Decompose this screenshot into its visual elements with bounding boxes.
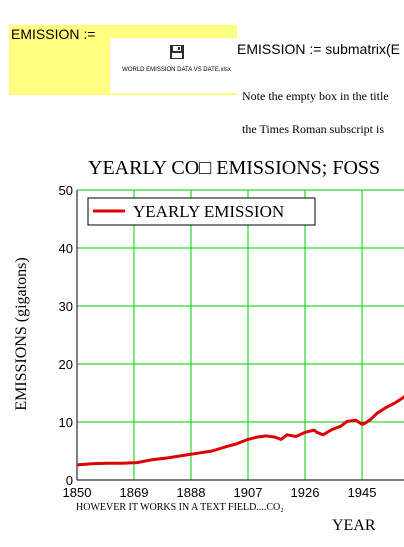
data-file-component[interactable]: WORLD EMISSION DATA VS DATE.xlsx bbox=[110, 38, 243, 93]
chart-grid bbox=[77, 189, 404, 480]
x-tick-label: 1945 bbox=[348, 485, 377, 500]
chart-legend: YEARLY EMISSION bbox=[87, 197, 316, 226]
y-tick-label: 10 bbox=[59, 415, 73, 430]
y-axis-label: EMISSIONS (gigatons) bbox=[13, 257, 30, 410]
emissions-chart[interactable]: 010203040501850186918881907192619451 YEA… bbox=[0, 145, 404, 545]
chart-title: YEARLY CO□ EMISSIONS; FOSS bbox=[88, 157, 380, 179]
x-tick-label: 1926 bbox=[291, 485, 320, 500]
region-definition-label: EMISSION := bbox=[11, 26, 96, 42]
chart-axes: 010203040501850186918881907192619451 bbox=[59, 183, 404, 500]
save-disk-icon bbox=[170, 45, 184, 59]
emission-input-region[interactable]: EMISSION := WORLD EMISSION DATA VS DATE.… bbox=[9, 25, 243, 95]
x-axis-label: YEAR bbox=[332, 517, 376, 534]
note-text-line-1[interactable]: Note the empty box in the title bbox=[242, 89, 389, 103]
x-tick-label: 1888 bbox=[177, 485, 206, 500]
note-text-line-2[interactable]: the Times Roman subscript is bbox=[242, 122, 385, 136]
x-tick-label: 1907 bbox=[234, 485, 263, 500]
x-tick-label: 1869 bbox=[120, 485, 149, 500]
y-tick-label: 0 bbox=[66, 473, 73, 488]
chart-series bbox=[76, 394, 404, 467]
series-line bbox=[76, 394, 404, 467]
legend-box bbox=[87, 197, 316, 226]
y-tick-label: 20 bbox=[59, 357, 73, 372]
legend-label: YEARLY EMISSION bbox=[133, 202, 284, 221]
data-file-name: WORLD EMISSION DATA VS DATE.xlsx bbox=[122, 67, 231, 73]
submatrix-expression[interactable]: EMISSION := submatrix(E bbox=[237, 41, 400, 57]
footer-note[interactable]: HOWEVER IT WORKS IN A TEXT FIELD....CO₂ bbox=[76, 502, 284, 513]
y-tick-label: 40 bbox=[59, 241, 73, 256]
x-tick-label: 1850 bbox=[63, 485, 92, 500]
y-tick-label: 30 bbox=[59, 299, 73, 314]
y-tick-label: 50 bbox=[59, 183, 73, 198]
